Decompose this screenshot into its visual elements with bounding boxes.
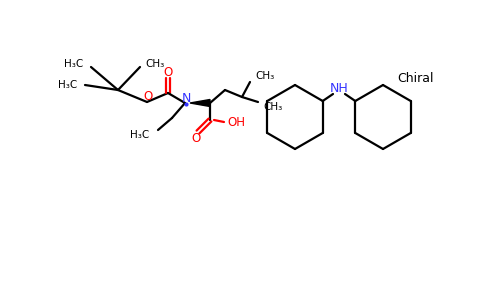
Polygon shape — [190, 100, 210, 106]
Text: CH₃: CH₃ — [263, 102, 282, 112]
Text: Chiral: Chiral — [397, 71, 433, 85]
Text: O: O — [143, 91, 152, 103]
Text: O: O — [164, 65, 173, 79]
Text: O: O — [191, 131, 201, 145]
Text: OH: OH — [227, 116, 245, 128]
Text: N: N — [182, 92, 191, 104]
Text: H₃C: H₃C — [58, 80, 77, 90]
Text: H₃C: H₃C — [130, 130, 149, 140]
Text: CH₃: CH₃ — [255, 71, 274, 81]
Text: H₃C: H₃C — [64, 59, 83, 69]
Text: CH₃: CH₃ — [145, 59, 164, 69]
Text: NH: NH — [330, 82, 348, 94]
